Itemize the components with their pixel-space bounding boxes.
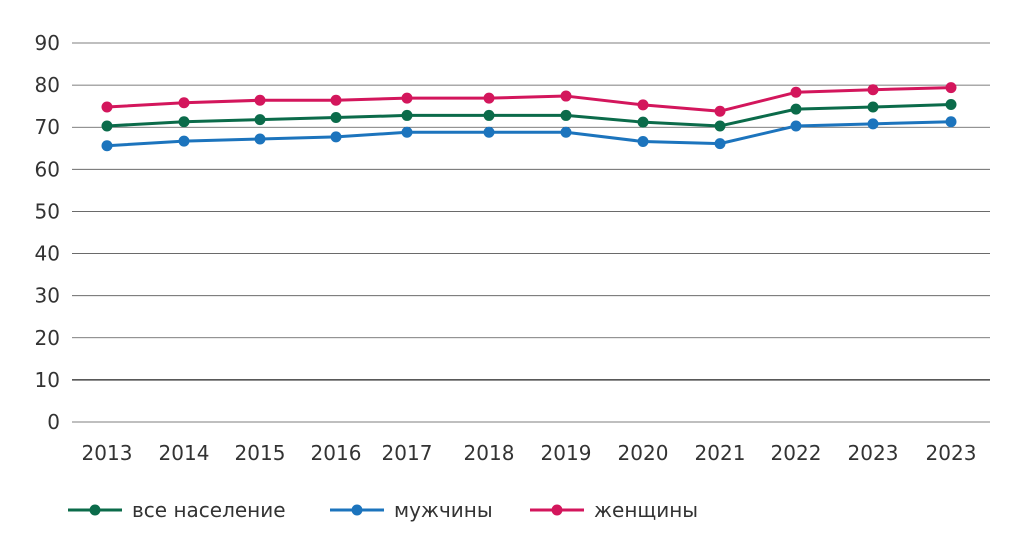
data-point	[483, 126, 495, 138]
legend-label: все население	[132, 498, 286, 522]
x-tick-label: 2021	[695, 441, 746, 465]
data-point	[401, 109, 413, 121]
data-point	[945, 98, 957, 110]
data-point	[790, 86, 802, 98]
series-0	[101, 98, 957, 132]
y-tick-label: 90	[35, 31, 60, 55]
data-point	[254, 133, 266, 145]
legend-marker	[89, 504, 101, 516]
data-point	[867, 101, 879, 113]
y-tick-label: 60	[35, 157, 60, 181]
data-point	[560, 109, 572, 121]
x-tick-label: 2013	[82, 441, 133, 465]
x-tick-label: 2019	[541, 441, 592, 465]
series-line	[106, 102, 952, 128]
grid-layer	[72, 42, 990, 423]
series-line	[106, 120, 952, 148]
x-tick-label: 2017	[382, 441, 433, 465]
x-axis-tick-labels: 2013 2014 2015 2016 2017 2018 2019 2020 2021 2022…	[82, 441, 977, 465]
data-point	[483, 109, 495, 121]
legend: все население мужчины женщины	[68, 498, 698, 522]
data-point	[790, 120, 802, 132]
y-tick-label: 70	[35, 115, 60, 139]
x-tick-label: 2016	[311, 441, 362, 465]
legend-item: мужчины	[330, 498, 493, 522]
x-tick-label: 2015	[235, 441, 286, 465]
data-point	[945, 116, 957, 128]
data-point	[254, 94, 266, 106]
legend-marker	[351, 504, 363, 516]
x-tick-label: 2020	[618, 441, 669, 465]
data-point	[330, 94, 342, 106]
data-point	[101, 120, 113, 132]
y-tick-label: 80	[35, 73, 60, 97]
series-layer	[101, 82, 957, 152]
x-tick-label: 2018	[464, 441, 515, 465]
data-point	[101, 140, 113, 152]
series-1	[101, 116, 957, 152]
data-point	[560, 126, 572, 138]
y-axis-tick-labels: 0 10 20 30 40 50 60 70 80 90	[35, 31, 60, 434]
data-point	[560, 90, 572, 102]
data-point	[178, 116, 190, 128]
data-point	[483, 92, 495, 104]
series-line	[106, 86, 952, 113]
y-tick-label: 50	[35, 199, 60, 223]
y-tick-label: 10	[35, 368, 60, 392]
y-tick-label: 30	[35, 284, 60, 308]
legend-marker	[551, 504, 563, 516]
legend-label: женщины	[594, 498, 698, 522]
data-point	[178, 97, 190, 109]
data-point	[330, 112, 342, 124]
legend-item: женщины	[530, 498, 698, 522]
data-point	[637, 99, 649, 111]
data-point	[714, 120, 726, 132]
x-tick-label: 2023	[848, 441, 899, 465]
data-point	[867, 84, 879, 96]
data-point	[401, 92, 413, 104]
y-tick-label: 0	[47, 410, 60, 434]
data-point	[101, 101, 113, 113]
y-tick-label: 20	[35, 326, 60, 350]
data-point	[637, 116, 649, 128]
legend-item: все население	[68, 498, 286, 522]
data-point	[254, 114, 266, 126]
data-point	[714, 105, 726, 117]
x-tick-label: 2023	[926, 441, 977, 465]
x-tick-label: 2022	[771, 441, 822, 465]
data-point	[637, 136, 649, 148]
data-point	[330, 131, 342, 143]
y-tick-label: 40	[35, 242, 60, 266]
data-point	[178, 135, 190, 147]
x-tick-label: 2014	[159, 441, 210, 465]
series-2	[101, 82, 957, 117]
data-point	[945, 82, 957, 94]
data-point	[867, 118, 879, 130]
data-point	[714, 138, 726, 150]
data-point	[401, 126, 413, 138]
data-point	[790, 103, 802, 115]
legend-label: мужчины	[394, 498, 493, 522]
